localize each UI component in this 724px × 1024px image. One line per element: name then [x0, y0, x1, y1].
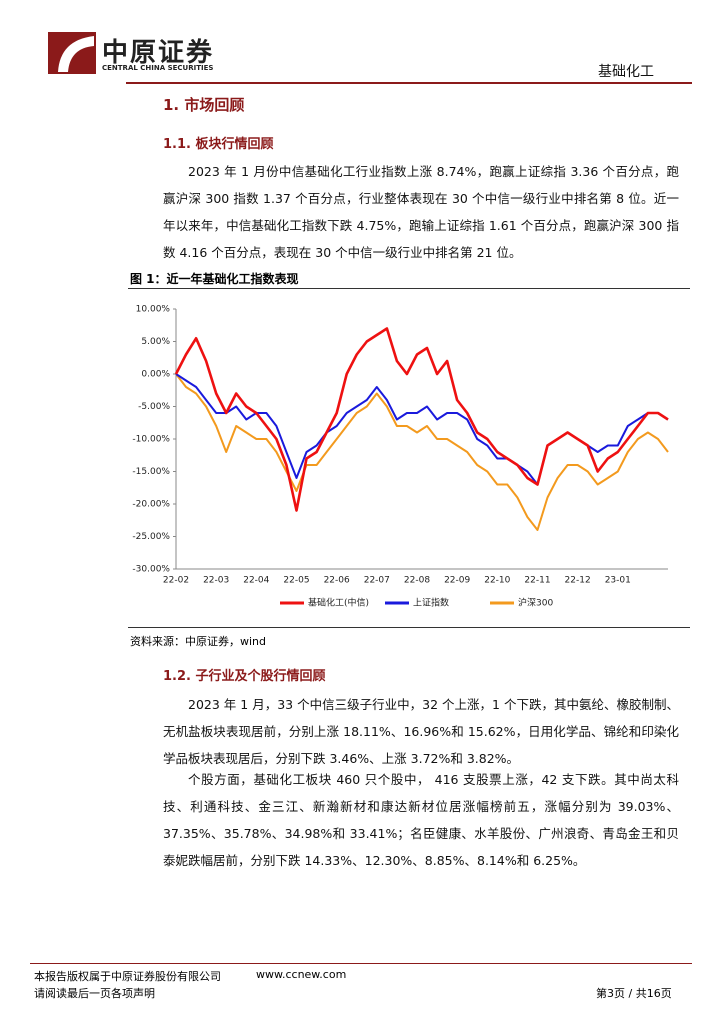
y-tick-label: -30.00%: [132, 565, 170, 575]
x-tick-label: 22-10: [484, 576, 510, 586]
x-tick-label: 23-01: [605, 576, 631, 586]
x-tick-label: 22-04: [243, 576, 269, 586]
subsection-title: 1.1. 板块行情回顾: [163, 137, 274, 152]
y-tick-label: 0.00%: [141, 370, 170, 380]
paragraph: 2023 年 1 月份中信基础化工行业指数上涨 8.74%，跑赢上证综指 3.3…: [163, 164, 679, 260]
figure-caption: 图 1：近一年基础化工指数表现: [130, 272, 299, 286]
x-tick-label: 22-07: [364, 576, 390, 586]
series-line: [174, 327, 669, 512]
company-en: CENTRAL CHINA SECURITIES: [102, 64, 214, 72]
legend-label: 沪深300: [518, 597, 553, 609]
x-tick-label: 22-11: [524, 576, 550, 586]
x-tick-label: 22-03: [203, 576, 229, 586]
source: 资料来源：中原证券，wind: [130, 635, 267, 648]
industry: 基础化工: [598, 64, 654, 80]
source-rule: [128, 627, 690, 628]
legend-label: 上证指数: [413, 597, 449, 609]
x-tick-label: 22-06: [324, 576, 350, 586]
chart: 10.00% 5.00% 0.00% -5.00% -10.00% -15.00% -20.…: [132, 305, 669, 609]
y-tick-label: 5.00%: [141, 337, 170, 347]
series-line: [175, 373, 669, 531]
x-tick-label: 22-09: [444, 576, 470, 586]
header-rule: [126, 82, 692, 84]
x-tick-label: 22-08: [404, 576, 430, 586]
disclaimer: 请阅读最后一页各项声明: [34, 987, 155, 1000]
website: www.ccnew.com: [256, 968, 347, 981]
x-tick-label: 22-05: [283, 576, 309, 586]
section-title: 1. 市场回顾: [163, 96, 245, 114]
caption-rule: [128, 288, 690, 289]
y-tick-label: -25.00%: [132, 532, 170, 542]
x-tick-label: 22-02: [163, 576, 189, 586]
copyright: 本报告版权属于中原证券股份有限公司: [34, 970, 221, 983]
y-tick-label: -20.00%: [132, 500, 170, 510]
y-tick-label: -10.00%: [132, 435, 170, 445]
footer-rule: [30, 963, 692, 964]
legend-label: 基础化工(中信): [308, 597, 369, 609]
page-number: 第3页 / 共16页: [596, 987, 672, 1000]
x-tick-label: 22-12: [565, 576, 591, 586]
company-cn: 中原证券: [102, 38, 215, 68]
paragraph: 2023 年 1 月，33 个中信三级子行业中，32 个上涨，1 个下跌，其中氨…: [163, 697, 679, 766]
paragraph: 个股方面，基础化工板块 460 只个股中， 416 支股票上涨，42 支下跌。其…: [163, 772, 679, 868]
y-tick-label: -15.00%: [132, 467, 170, 477]
subsection-title: 1.2. 子行业及个股行情回顾: [163, 669, 326, 684]
logo-mark: [48, 32, 96, 74]
y-tick-label: -5.00%: [138, 402, 170, 412]
y-tick-label: 10.00%: [136, 305, 171, 315]
